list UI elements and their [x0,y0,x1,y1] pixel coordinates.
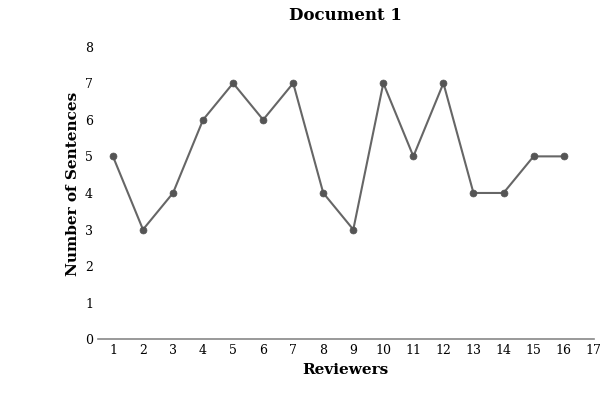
X-axis label: Reviewers: Reviewers [303,363,389,377]
Y-axis label: Number of Sentences: Number of Sentences [65,92,80,276]
Title: Document 1: Document 1 [289,7,402,24]
